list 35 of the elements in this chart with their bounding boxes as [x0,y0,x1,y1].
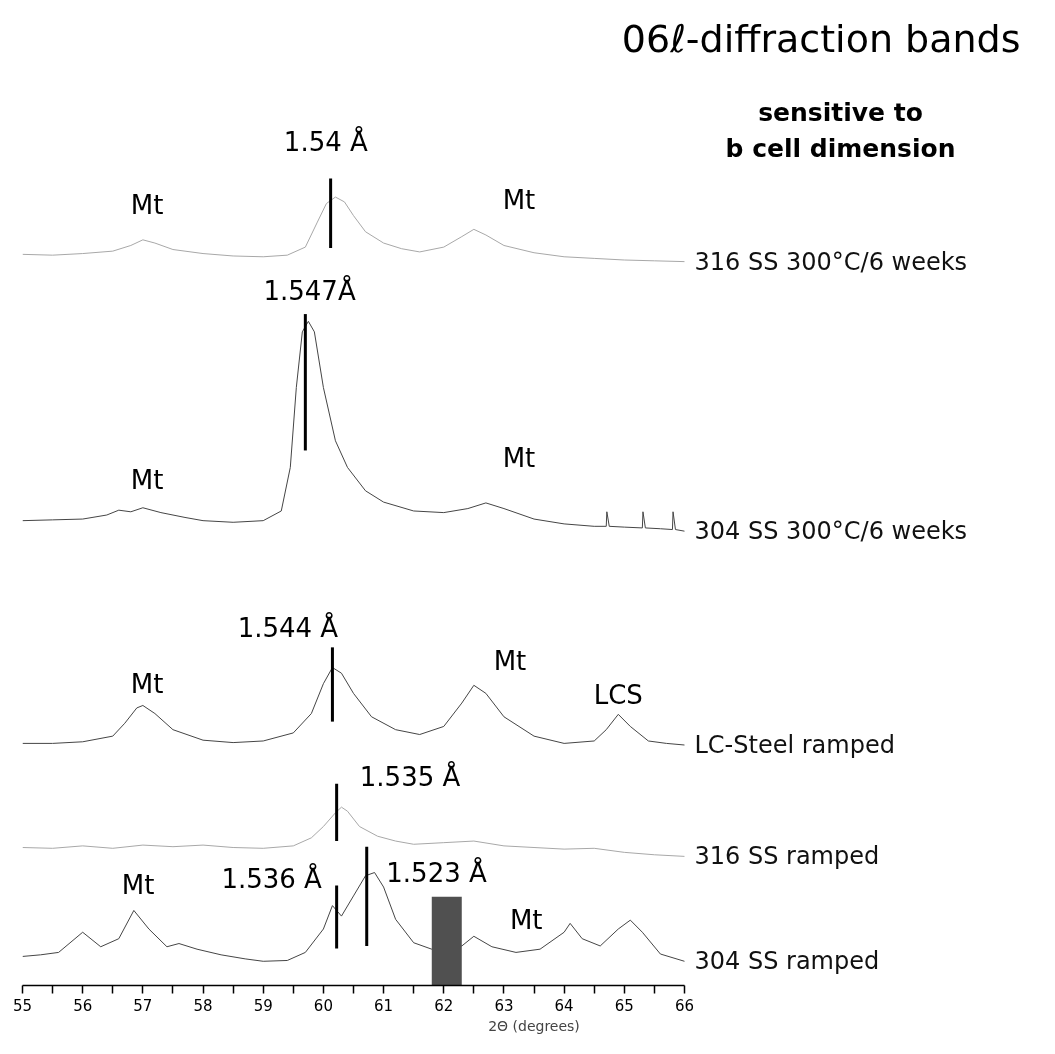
series-label: LC-Steel ramped [694,731,895,760]
x-tick-label: 60 [313,996,333,1015]
annotation: Mt [130,464,164,495]
annotation: 1.536 Å [221,862,323,894]
annotation: 1.544 Å [237,612,339,643]
series-label: 316 SS 300°C/6 weeks [694,247,968,276]
x-tick-label: 56 [73,996,93,1015]
x-tick-label: 62 [434,996,454,1015]
annotation: LCS [593,679,643,710]
x-tick-label: 66 [674,996,695,1015]
text: sensitive to b cell dimension [725,98,956,163]
annotation: 1.535 Å [359,761,461,793]
annotation: Mt [130,190,164,221]
series-label: 316 SS ramped [694,842,880,871]
annotation: Mt [502,185,536,216]
x-tick-label: 55 [12,996,33,1015]
x-axis-title: 2Θ (degrees) [488,1017,580,1034]
annotation: 1.523 Å [386,856,487,888]
annotation: Mt [130,668,164,699]
series-label: 304 SS ramped [694,947,880,976]
x-tick-label: 65 [614,996,634,1015]
x-tick-label: 59 [253,996,273,1015]
annotation: Mt [509,905,543,936]
annotation: 1.547Å [263,274,356,306]
annotation: Mt [502,442,536,473]
x-tick-label: 58 [193,996,213,1015]
x-tick-label: 63 [494,996,514,1015]
x-tick-label: 57 [133,996,153,1015]
series-label: 304 SS 300°C/6 weeks [694,517,968,546]
text: 1.54 Å [283,126,368,158]
x-tick-label: 61 [374,996,394,1015]
annotation: Mt [121,870,155,901]
text: 06ℓ-diffraction bands [621,16,1021,61]
x-tick-label: 64 [554,996,574,1015]
annotation: Mt [493,646,527,677]
